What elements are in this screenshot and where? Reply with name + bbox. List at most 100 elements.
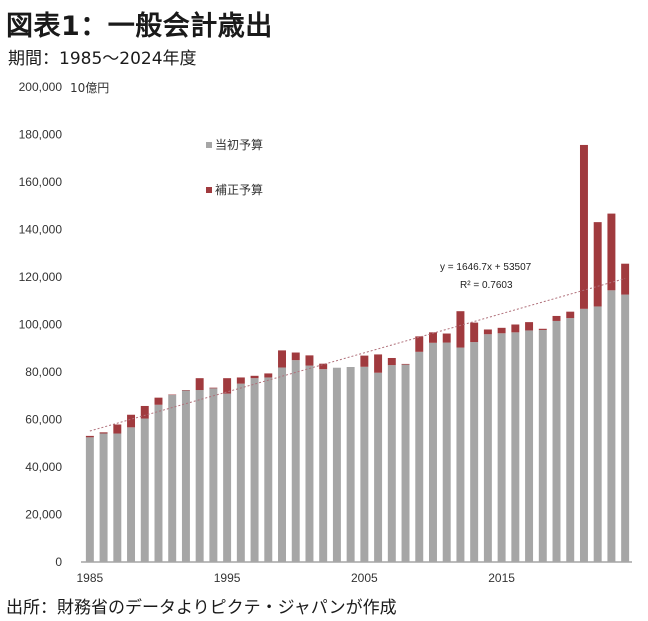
x-tick-label: 2005 <box>351 571 378 585</box>
bar-supplementary-budget <box>456 311 465 348</box>
bar-initial-budget <box>319 369 328 562</box>
bar-supplementary-budget <box>113 424 122 434</box>
x-axis: 1985 1995 2005 2015 <box>77 561 632 585</box>
trend-r-squared: R² = 0.7603 <box>460 280 513 291</box>
bar-supplementary-budget <box>236 377 245 384</box>
source-note: 出所：財務省のデータよりピクテ・ジャパンが作成 <box>6 598 397 618</box>
unit-label: 10億円 <box>70 81 109 95</box>
bar-initial-budget <box>456 347 465 562</box>
y-tick-label: 120,000 <box>19 270 63 284</box>
bar-initial-budget <box>566 318 575 562</box>
bar-initial-budget <box>305 365 314 562</box>
bar-initial-budget <box>291 360 300 562</box>
trend-line: y = 1646.7x + 53507 R² = 0.7603 <box>89 262 626 432</box>
trend-line-path <box>89 278 626 432</box>
bar-initial-budget <box>250 378 259 562</box>
bar-initial-budget <box>538 329 547 562</box>
y-tick-label: 100,000 <box>19 318 63 332</box>
bar-supplementary-budget <box>374 354 383 373</box>
bar-supplementary-budget <box>607 213 616 291</box>
bar-initial-budget <box>525 330 534 562</box>
bar-supplementary-budget <box>140 405 149 419</box>
bar-supplementary-budget <box>209 387 218 389</box>
bar-supplementary-budget <box>415 336 424 352</box>
trend-equation: y = 1646.7x + 53507 <box>440 262 532 273</box>
chart-subtitle: 期間：1985～2024年度 <box>8 49 197 69</box>
y-tick-label: 180,000 <box>19 128 63 142</box>
bar-initial-budget <box>470 342 479 562</box>
bar-initial-budget <box>140 418 149 562</box>
bar-initial-budget <box>552 320 561 562</box>
bar-supplementary-budget <box>579 144 588 309</box>
bar-initial-budget <box>113 433 122 562</box>
bar-initial-budget <box>360 366 369 562</box>
bar-initial-budget <box>332 367 341 562</box>
x-tick-label: 1995 <box>214 571 241 585</box>
bar-initial-budget <box>607 290 616 562</box>
bar-supplementary-budget <box>195 378 204 391</box>
bar-supplementary-budget <box>223 378 232 394</box>
legend-label: 補正予算 <box>215 182 263 197</box>
bar-initial-budget <box>181 390 190 562</box>
bar-initial-budget <box>154 404 163 562</box>
bar-initial-budget <box>168 395 177 562</box>
bar-initial-budget <box>195 390 204 562</box>
bar-initial-budget <box>236 383 245 562</box>
bar-initial-budget <box>278 367 286 562</box>
y-tick-label: 160,000 <box>19 175 63 189</box>
bar-initial-budget <box>511 332 520 562</box>
bar-supplementary-budget <box>401 363 410 365</box>
legend-swatch <box>206 142 212 148</box>
bar-initial-budget <box>127 427 136 562</box>
bar-supplementary-budget <box>305 355 314 366</box>
bar-supplementary-budget <box>127 414 136 428</box>
y-axis: 0 20,000 40,000 60,000 80,000 100,000 120,000 1… <box>19 80 63 569</box>
bar-supplementary-budget <box>264 373 273 378</box>
bar-supplementary-budget <box>538 328 547 330</box>
bar-initial-budget <box>209 388 218 562</box>
bar-initial-budget <box>579 308 588 562</box>
bar-supplementary-budget <box>470 322 479 343</box>
bar-supplementary-budget <box>154 397 163 405</box>
bar-initial-budget <box>85 437 94 562</box>
bar-supplementary-budget <box>99 432 108 434</box>
y-tick-label: 80,000 <box>25 365 62 379</box>
chart-title: 図表1：一般会計歳出 <box>6 11 273 42</box>
bar-supplementary-budget <box>360 355 369 367</box>
bar-initial-budget <box>483 334 492 562</box>
bar-supplementary-budget <box>85 435 94 438</box>
bar-supplementary-budget <box>525 322 534 331</box>
bar-initial-budget <box>374 372 383 562</box>
y-tick-label: 20,000 <box>25 508 62 522</box>
bar-supplementary-budget <box>250 375 259 379</box>
y-tick-label: 60,000 <box>25 413 62 427</box>
y-tick-label: 200,000 <box>19 80 63 94</box>
bar-supplementary-budget <box>442 333 451 343</box>
bar-supplementary-budget <box>552 315 561 321</box>
y-tick-label: 40,000 <box>25 460 62 474</box>
bar-supplementary-budget <box>497 327 506 334</box>
bar-initial-budget <box>264 377 273 562</box>
bar-initial-budget <box>415 351 424 562</box>
bar-supplementary-budget <box>319 363 328 370</box>
bar-supplementary-budget <box>483 329 492 335</box>
bar-initial-budget <box>223 393 232 562</box>
bars <box>85 144 630 562</box>
bar-supplementary-budget <box>429 332 437 343</box>
bar-supplementary-budget <box>593 222 602 307</box>
bar-initial-budget <box>593 306 602 562</box>
x-tick-label: 1985 <box>77 571 104 585</box>
bar-supplementary-budget <box>387 357 396 366</box>
bar-supplementary-budget <box>511 324 520 333</box>
y-tick-label: 140,000 <box>19 223 63 237</box>
bar-initial-budget <box>621 294 630 562</box>
bar-supplementary-budget <box>566 311 575 319</box>
bar-initial-budget <box>429 342 437 562</box>
bar-initial-budget <box>442 342 451 562</box>
legend-swatch <box>206 187 212 193</box>
bar-initial-budget <box>387 365 396 562</box>
bar-supplementary-budget <box>291 352 300 361</box>
bar-initial-budget <box>497 333 506 562</box>
legend-label: 当初予算 <box>215 137 263 152</box>
